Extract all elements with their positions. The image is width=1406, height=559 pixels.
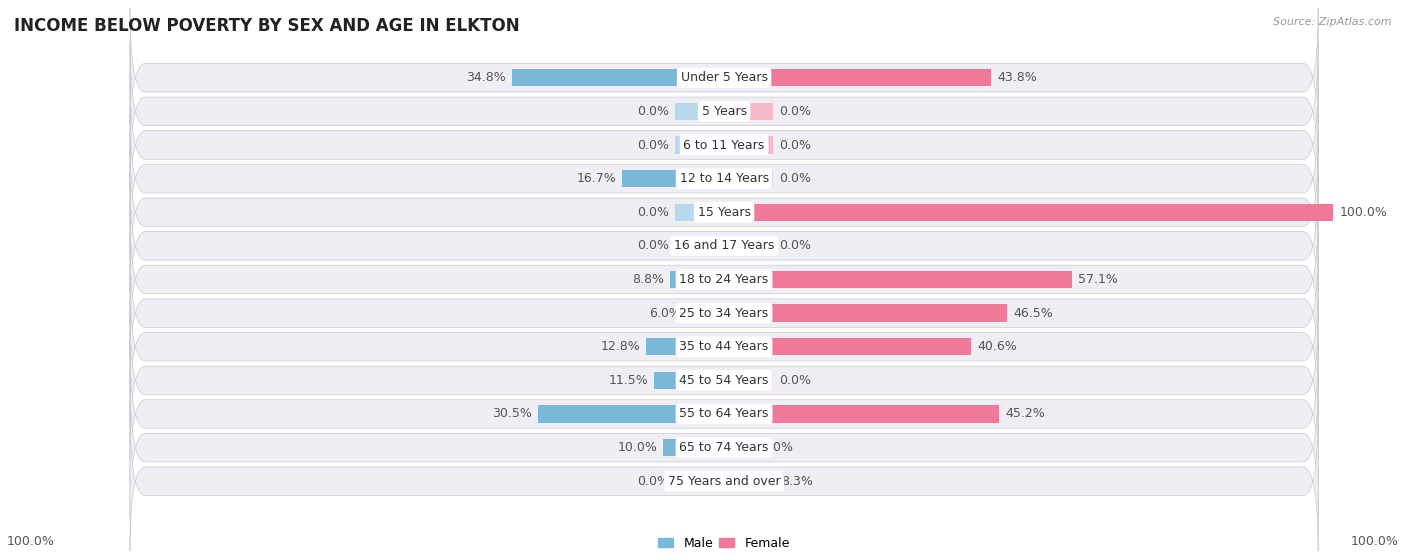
Text: 100.0%: 100.0% — [1340, 206, 1388, 219]
Text: 0.0%: 0.0% — [779, 239, 811, 252]
Text: 25 to 34 Years: 25 to 34 Years — [679, 307, 769, 320]
FancyBboxPatch shape — [129, 176, 1319, 316]
Text: 0.0%: 0.0% — [637, 475, 669, 488]
Text: 45.2%: 45.2% — [1005, 408, 1045, 420]
Bar — [724, 439, 755, 456]
Text: 12.8%: 12.8% — [600, 340, 640, 353]
Text: 100.0%: 100.0% — [1351, 535, 1399, 548]
Text: Under 5 Years: Under 5 Years — [681, 71, 768, 84]
Text: 0.0%: 0.0% — [637, 206, 669, 219]
Bar — [724, 305, 1008, 322]
Text: 16 and 17 Years: 16 and 17 Years — [673, 239, 775, 252]
Text: Source: ZipAtlas.com: Source: ZipAtlas.com — [1274, 17, 1392, 27]
Text: 0.0%: 0.0% — [637, 239, 669, 252]
FancyBboxPatch shape — [129, 75, 1319, 215]
Bar — [724, 271, 1071, 288]
Text: 0.0%: 0.0% — [637, 139, 669, 151]
Text: 10.0%: 10.0% — [617, 441, 657, 454]
FancyBboxPatch shape — [129, 109, 1319, 248]
Bar — [724, 338, 972, 356]
Text: 6.0%: 6.0% — [650, 307, 682, 320]
Bar — [664, 439, 724, 456]
Text: 35 to 44 Years: 35 to 44 Years — [679, 340, 769, 353]
Text: 75 Years and over: 75 Years and over — [668, 475, 780, 488]
Bar — [724, 372, 773, 389]
Text: 30.5%: 30.5% — [492, 408, 533, 420]
Text: 15 Years: 15 Years — [697, 206, 751, 219]
FancyBboxPatch shape — [129, 143, 1319, 282]
Text: 8.3%: 8.3% — [780, 475, 813, 488]
Bar — [724, 405, 1000, 423]
Text: 55 to 64 Years: 55 to 64 Years — [679, 408, 769, 420]
Text: 12 to 14 Years: 12 to 14 Years — [679, 172, 769, 185]
Bar — [724, 203, 1333, 221]
Text: 5 Years: 5 Years — [702, 105, 747, 118]
Bar — [675, 203, 724, 221]
FancyBboxPatch shape — [129, 41, 1319, 181]
Bar — [724, 69, 991, 87]
Text: 0.0%: 0.0% — [779, 374, 811, 387]
Bar — [724, 103, 773, 120]
Bar — [688, 305, 724, 322]
Text: 46.5%: 46.5% — [1014, 307, 1053, 320]
FancyBboxPatch shape — [129, 8, 1319, 148]
Bar — [675, 103, 724, 120]
Text: 34.8%: 34.8% — [467, 71, 506, 84]
Bar — [724, 237, 773, 254]
FancyBboxPatch shape — [129, 243, 1319, 383]
Text: 57.1%: 57.1% — [1078, 273, 1118, 286]
FancyBboxPatch shape — [129, 378, 1319, 518]
Bar — [724, 472, 775, 490]
FancyBboxPatch shape — [129, 411, 1319, 551]
Bar — [675, 136, 724, 154]
Text: 16.7%: 16.7% — [576, 172, 616, 185]
Bar — [675, 237, 724, 254]
Text: 5.0%: 5.0% — [761, 441, 793, 454]
Bar — [512, 69, 724, 87]
Bar — [654, 372, 724, 389]
Text: 0.0%: 0.0% — [779, 172, 811, 185]
Bar — [538, 405, 724, 423]
FancyBboxPatch shape — [129, 344, 1319, 484]
Text: 6 to 11 Years: 6 to 11 Years — [683, 139, 765, 151]
Bar — [724, 136, 773, 154]
FancyBboxPatch shape — [129, 210, 1319, 349]
Text: 65 to 74 Years: 65 to 74 Years — [679, 441, 769, 454]
Text: 40.6%: 40.6% — [977, 340, 1018, 353]
Text: 0.0%: 0.0% — [779, 105, 811, 118]
Bar — [724, 170, 773, 187]
Bar — [647, 338, 724, 356]
Text: 18 to 24 Years: 18 to 24 Years — [679, 273, 769, 286]
Text: 0.0%: 0.0% — [637, 105, 669, 118]
FancyBboxPatch shape — [129, 277, 1319, 416]
Text: 8.8%: 8.8% — [633, 273, 665, 286]
Text: 100.0%: 100.0% — [7, 535, 55, 548]
Bar — [675, 472, 724, 490]
Text: 11.5%: 11.5% — [609, 374, 648, 387]
Text: 45 to 54 Years: 45 to 54 Years — [679, 374, 769, 387]
Legend: Male, Female: Male, Female — [654, 532, 794, 555]
FancyBboxPatch shape — [129, 311, 1319, 450]
Bar — [623, 170, 724, 187]
Bar — [671, 271, 724, 288]
Text: INCOME BELOW POVERTY BY SEX AND AGE IN ELKTON: INCOME BELOW POVERTY BY SEX AND AGE IN E… — [14, 17, 520, 35]
Text: 43.8%: 43.8% — [997, 71, 1036, 84]
Text: 0.0%: 0.0% — [779, 139, 811, 151]
